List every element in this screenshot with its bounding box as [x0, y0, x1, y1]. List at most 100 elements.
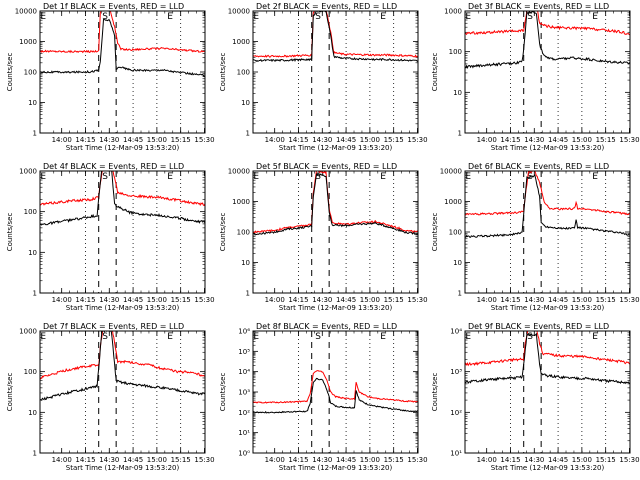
panel-title: Det 3f BLACK = Events, RED = LLD: [468, 2, 609, 11]
x-tick-label: 15:00: [572, 296, 592, 304]
series-lld-line: [465, 331, 630, 367]
series-lld-line: [40, 171, 205, 207]
x-tick-label: 14:15: [500, 296, 520, 304]
series-lld-line: [465, 11, 630, 36]
x-tick-label: 15:00: [147, 136, 167, 144]
y-tick-label: 10: [453, 259, 462, 267]
y-tick-label: 100: [24, 368, 37, 376]
y-tick-label: 10⁴: [238, 368, 250, 376]
plot-frame: [252, 330, 419, 454]
x-tick-label: 14:00: [265, 296, 285, 304]
interval-marker: E: [465, 332, 471, 342]
interval-marker: S: [315, 172, 321, 182]
plot-frame: [464, 10, 631, 134]
plot-frame: [39, 330, 206, 454]
y-tick-label: 10000: [228, 8, 250, 16]
y-tick-label: 1000: [444, 8, 462, 16]
x-tick-label: 14:30: [99, 456, 119, 464]
x-tick-label: 15:30: [619, 296, 639, 304]
x-tick-label: 14:00: [52, 136, 72, 144]
y-tick-label: 1000: [19, 328, 37, 336]
x-tick-label: 14:15: [500, 136, 520, 144]
x-tick-label: 14:15: [75, 296, 95, 304]
y-axis-label: Counts/sec: [431, 373, 439, 412]
x-tick-label: 14:15: [500, 456, 520, 464]
y-tick-label: 10: [453, 89, 462, 97]
x-tick-label: 15:30: [619, 456, 639, 464]
y-tick-label: 10³: [238, 389, 250, 397]
y-axis-label: Counts/sec: [431, 213, 439, 252]
y-tick-label: 100: [237, 229, 250, 237]
y-tick-label: 10¹: [450, 450, 462, 458]
x-tick-label: 15:15: [596, 136, 616, 144]
series-events-line: [253, 377, 418, 414]
x-tick-label: 15:15: [384, 136, 404, 144]
interval-marker: E: [40, 172, 46, 182]
y-tick-label: 10⁴: [450, 328, 462, 336]
x-axis-label: Start Time (12-Mar-09 13:53:20): [491, 144, 605, 152]
x-tick-label: 14:00: [265, 456, 285, 464]
x-tick-label: 14:15: [288, 456, 308, 464]
y-tick-label: 100: [24, 208, 37, 216]
y-axis-label: Counts/sec: [431, 53, 439, 92]
series-events-line: [465, 332, 630, 385]
plot-frame: [464, 330, 631, 454]
series-events-line: [465, 11, 630, 70]
x-tick-label: 14:00: [477, 136, 497, 144]
y-tick-label: 10: [28, 249, 37, 257]
plot-frame: [39, 10, 206, 134]
panel-9: Det 9f BLACK = Events, RED = LLD Counts/s…: [431, 322, 640, 472]
interval-marker: S: [102, 332, 108, 342]
y-tick-label: 100: [24, 69, 37, 77]
interval-marker: E: [465, 172, 471, 182]
x-tick-label: 14:45: [123, 296, 143, 304]
x-tick-label: 15:15: [384, 296, 404, 304]
y-tick-label: 10: [241, 99, 250, 107]
y-tick-label: 1000: [19, 38, 37, 46]
y-axis-label: Counts/sec: [219, 213, 227, 252]
x-tick-label: 15:15: [171, 296, 191, 304]
panel-3: Det 3f BLACK = Events, RED = LLD Counts/s…: [431, 2, 640, 152]
y-tick-label: 100: [449, 48, 462, 56]
x-tick-label: 15:30: [407, 296, 427, 304]
x-axis-label: Start Time (12-Mar-09 13:53:20): [491, 464, 605, 472]
x-tick-label: 15:30: [194, 456, 214, 464]
x-tick-label: 15:00: [147, 456, 167, 464]
x-tick-label: 15:00: [360, 456, 380, 464]
x-tick-label: 15:15: [596, 456, 616, 464]
interval-marker: E: [592, 172, 598, 182]
interval-marker: E: [592, 332, 598, 342]
x-tick-label: 14:30: [312, 456, 332, 464]
panel-6: Det 6f BLACK = Events, RED = LLD Counts/s…: [431, 162, 640, 312]
series-lld-line: [253, 11, 418, 58]
series-events-line: [40, 18, 205, 77]
x-tick-label: 14:15: [288, 136, 308, 144]
y-tick-label: 1: [458, 130, 462, 138]
x-tick-label: 15:00: [360, 136, 380, 144]
interval-marker: S: [527, 12, 533, 22]
x-axis-label: Start Time (12-Mar-09 13:53:20): [279, 144, 393, 152]
panel-4: Det 4f BLACK = Events, RED = LLD Counts/s…: [6, 162, 215, 312]
y-axis-label: Counts/sec: [6, 373, 14, 412]
y-axis-label: Counts/sec: [6, 53, 14, 92]
series-lld-line: [253, 171, 418, 234]
y-tick-label: 10: [28, 409, 37, 417]
interval-marker: E: [167, 172, 173, 182]
y-tick-label: 10⁶: [238, 328, 250, 336]
interval-marker: E: [253, 172, 259, 182]
x-tick-label: 14:00: [477, 456, 497, 464]
x-tick-label: 14:15: [75, 136, 95, 144]
x-tick-label: 15:15: [171, 456, 191, 464]
y-tick-label: 100: [237, 69, 250, 77]
y-tick-label: 10: [28, 99, 37, 107]
x-tick-label: 14:30: [312, 296, 332, 304]
y-axis-label: Counts/sec: [219, 53, 227, 92]
x-tick-label: 15:15: [596, 296, 616, 304]
interval-marker: E: [465, 12, 471, 22]
y-tick-label: 1000: [232, 38, 250, 46]
panel-title: Det 8f BLACK = Events, RED = LLD: [256, 322, 397, 331]
x-tick-label: 14:30: [312, 136, 332, 144]
y-tick-label: 10²: [238, 409, 250, 417]
interval-marker: S: [315, 12, 321, 22]
